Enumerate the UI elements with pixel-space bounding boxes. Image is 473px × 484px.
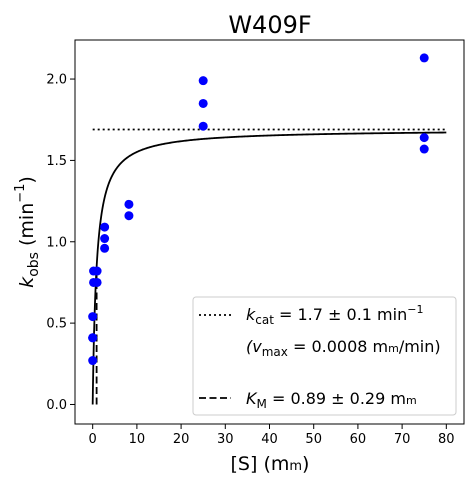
data-point <box>419 53 429 63</box>
data-point <box>88 356 98 366</box>
y-tick-label: 1.0 <box>46 235 67 250</box>
chart-title: W409F <box>228 11 311 39</box>
x-tick-label: 10 <box>129 432 146 447</box>
data-point <box>198 121 208 131</box>
x-axis-ticks: 0 10 20 30 40 50 60 70 80 <box>89 424 455 447</box>
y-tick-label: 2.0 <box>46 73 67 88</box>
legend-kcat-label: kcat = 1.7 ± 0.1 min−1 <box>246 303 423 327</box>
x-axis-label: [S] (mm) <box>231 453 310 475</box>
y-tick-label: 1.5 <box>46 154 67 169</box>
y-axis-label: kobs (min−1) <box>13 176 42 288</box>
data-point <box>419 133 429 143</box>
x-tick-label: 50 <box>305 432 322 447</box>
data-point <box>100 234 110 244</box>
x-tick-label: 70 <box>394 432 411 447</box>
data-point <box>100 243 110 253</box>
data-point <box>198 98 208 108</box>
x-tick-label: 40 <box>261 432 278 447</box>
legend-box <box>192 296 457 416</box>
x-tick-label: 0 <box>89 432 97 447</box>
y-tick-label: 0.5 <box>46 317 67 332</box>
data-points <box>88 53 429 366</box>
data-point <box>92 266 102 276</box>
data-point <box>88 333 98 343</box>
x-tick-label: 60 <box>350 432 367 447</box>
data-point <box>88 312 98 322</box>
x-tick-label: 80 <box>438 432 455 447</box>
x-tick-label: 20 <box>173 432 190 447</box>
x-tick-label: 30 <box>217 432 234 447</box>
data-point <box>100 222 110 232</box>
y-axis-ticks: 0.0 0.5 1.0 1.5 2.0 <box>46 73 75 413</box>
data-point <box>124 199 134 209</box>
data-point <box>124 211 134 221</box>
legend: kcat = 1.7 ± 0.1 min−1 (vmax = 0.0008 mm… <box>192 296 457 416</box>
fit-curve <box>91 131 447 405</box>
legend-km-label: KM = 0.89 ± 0.29 mm <box>246 389 417 411</box>
data-point <box>419 144 429 154</box>
data-point <box>92 277 102 287</box>
data-point <box>198 76 208 86</box>
y-tick-label: 0.0 <box>46 398 67 413</box>
legend-vmax-label: (vmax = 0.0008 mm/min) <box>246 337 441 359</box>
